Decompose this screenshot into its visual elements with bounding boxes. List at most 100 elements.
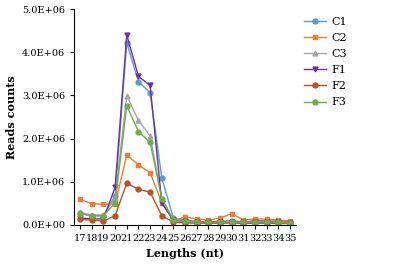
- F3: [101, 214, 106, 217]
- F2: [124, 182, 129, 185]
- F1: [276, 221, 281, 224]
- C1: [101, 214, 106, 217]
- F3: [288, 221, 292, 224]
- C1: [241, 220, 246, 223]
- Line: C2: C2: [78, 153, 292, 223]
- F1: [78, 216, 82, 219]
- C3: [288, 221, 292, 224]
- F2: [288, 222, 292, 225]
- F1: [206, 220, 211, 224]
- C3: [264, 220, 269, 224]
- C3: [230, 220, 234, 223]
- C3: [218, 220, 222, 224]
- C1: [230, 219, 234, 222]
- C1: [78, 212, 82, 215]
- F1: [171, 219, 176, 222]
- C2: [264, 218, 269, 221]
- F3: [113, 201, 118, 204]
- F1: [218, 220, 222, 224]
- C3: [124, 94, 129, 98]
- F3: [264, 220, 269, 224]
- C1: [171, 217, 176, 220]
- F1: [253, 220, 258, 224]
- F1: [241, 221, 246, 224]
- Line: F2: F2: [78, 180, 292, 226]
- F3: [230, 220, 234, 223]
- F2: [183, 221, 188, 224]
- X-axis label: Lengths (nt): Lengths (nt): [146, 249, 224, 259]
- C2: [89, 202, 94, 205]
- C1: [253, 219, 258, 222]
- C2: [101, 202, 106, 206]
- C2: [124, 153, 129, 157]
- C3: [101, 213, 106, 217]
- C1: [124, 41, 129, 44]
- C1: [183, 219, 188, 222]
- F1: [113, 186, 118, 189]
- F2: [264, 222, 269, 225]
- Line: C1: C1: [78, 40, 292, 224]
- F3: [124, 104, 129, 107]
- F3: [218, 220, 222, 224]
- F2: [230, 222, 234, 225]
- C3: [241, 221, 246, 224]
- Y-axis label: Reads counts: Reads counts: [6, 75, 16, 159]
- F2: [89, 219, 94, 222]
- F1: [89, 217, 94, 220]
- F2: [206, 222, 211, 225]
- C2: [183, 215, 188, 219]
- F1: [288, 221, 292, 224]
- C2: [171, 219, 176, 222]
- F3: [78, 212, 82, 215]
- C3: [171, 219, 176, 222]
- F1: [194, 220, 199, 224]
- F2: [159, 214, 164, 217]
- F2: [218, 222, 222, 225]
- C3: [148, 134, 152, 138]
- Line: C3: C3: [78, 93, 292, 225]
- F3: [276, 221, 281, 224]
- C1: [113, 194, 118, 197]
- C2: [159, 201, 164, 204]
- C1: [194, 220, 199, 223]
- C2: [253, 217, 258, 220]
- F2: [276, 222, 281, 225]
- C2: [218, 216, 222, 219]
- C3: [253, 220, 258, 224]
- C3: [136, 119, 141, 122]
- C2: [288, 219, 292, 223]
- C2: [230, 212, 234, 215]
- C3: [206, 220, 211, 224]
- F2: [101, 219, 106, 223]
- C3: [113, 197, 118, 200]
- C1: [148, 91, 152, 94]
- Line: F3: F3: [78, 103, 292, 225]
- C1: [288, 220, 292, 223]
- C2: [194, 217, 199, 220]
- F3: [136, 130, 141, 133]
- F1: [159, 201, 164, 204]
- F2: [148, 191, 152, 194]
- C1: [206, 220, 211, 223]
- F2: [78, 218, 82, 221]
- C3: [78, 211, 82, 214]
- C2: [148, 171, 152, 174]
- C3: [183, 220, 188, 223]
- C2: [113, 202, 118, 206]
- C1: [136, 80, 141, 83]
- F3: [159, 197, 164, 200]
- C2: [136, 163, 141, 166]
- F1: [101, 217, 106, 220]
- C2: [78, 198, 82, 201]
- F2: [113, 214, 118, 217]
- C3: [276, 221, 281, 224]
- F2: [136, 188, 141, 191]
- C2: [276, 219, 281, 222]
- F2: [241, 222, 246, 225]
- F1: [148, 84, 152, 87]
- F2: [171, 220, 176, 224]
- Legend: C1, C2, C3, F1, F2, F3: C1, C2, C3, F1, F2, F3: [302, 15, 350, 110]
- C1: [159, 176, 164, 179]
- C1: [264, 219, 269, 222]
- C3: [159, 197, 164, 200]
